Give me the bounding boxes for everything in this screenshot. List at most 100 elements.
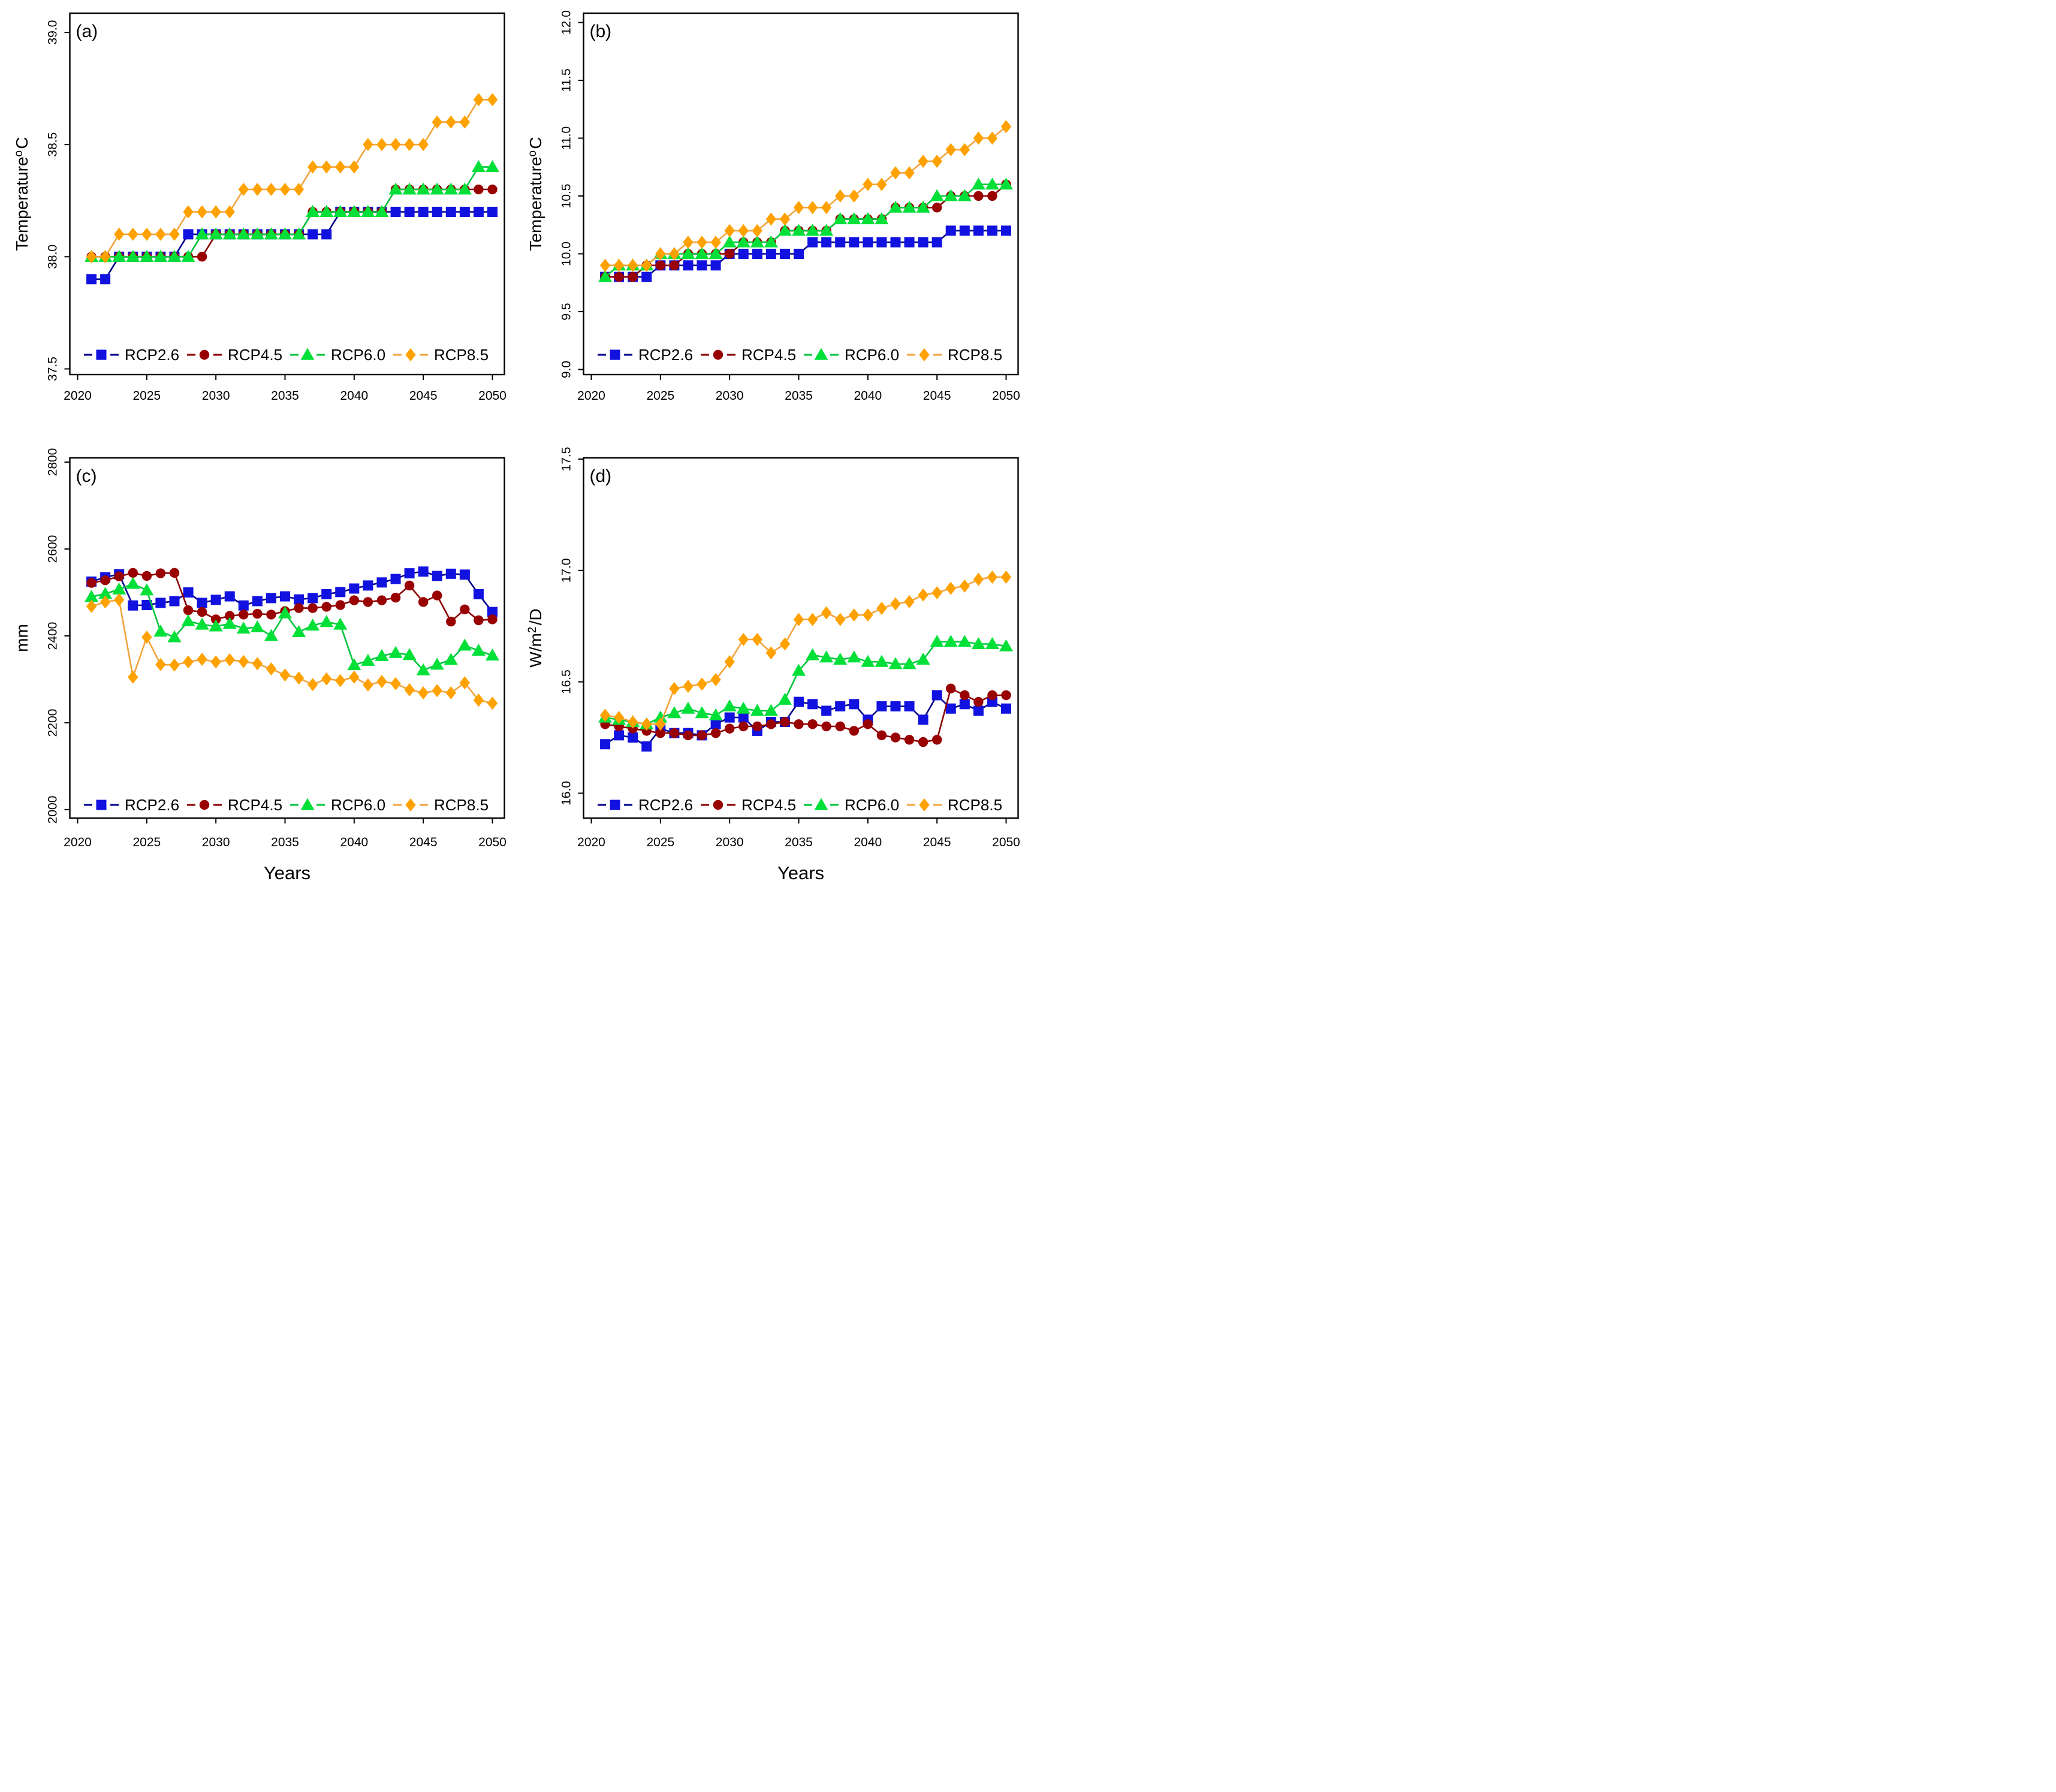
- marker-diamond: [155, 657, 166, 671]
- x-axis: 2020 2025 2030 2035 2040 2045 2050: [577, 375, 1020, 403]
- marker-diamond: [793, 201, 804, 215]
- marker-triangle: [112, 249, 126, 262]
- marker-diamond: [210, 205, 221, 219]
- marker-triangle: [306, 619, 320, 631]
- x-tick-label: 2045: [923, 389, 951, 403]
- marker-square: [959, 699, 970, 710]
- marker-circle: [738, 721, 749, 732]
- marker-circle: [628, 271, 638, 282]
- marker-diamond: [890, 166, 901, 180]
- marker-diamond: [959, 143, 970, 156]
- marker-square: [835, 701, 846, 712]
- marker-triangle: [695, 247, 709, 259]
- y-tick-label: 38.0: [46, 245, 60, 269]
- y-tick-label: 38.5: [46, 132, 60, 157]
- marker-square: [418, 206, 429, 217]
- legend-item-RCP6.0: RCP6.0: [290, 346, 385, 364]
- marker-square: [96, 800, 107, 810]
- marker-diamond: [459, 115, 471, 129]
- marker-circle: [114, 571, 124, 581]
- marker-triangle: [814, 348, 828, 360]
- marker-diamond: [252, 657, 263, 671]
- marker-triangle: [278, 227, 292, 240]
- panel-tag: (c): [76, 466, 97, 486]
- marker-circle: [713, 349, 723, 360]
- y-axis-title: Temperatureo C: [526, 137, 545, 251]
- series-RCP2.6: [86, 206, 498, 285]
- marker-diamond: [155, 227, 166, 241]
- marker-square: [807, 699, 818, 710]
- plot-border: [69, 12, 505, 376]
- legend-label: RCP4.5: [228, 796, 282, 814]
- y-axis: 39.0 38.5 38.0 37.5: [46, 20, 70, 381]
- marker-square: [697, 260, 707, 271]
- marker-triangle: [306, 204, 320, 217]
- marker-triangle: [957, 189, 972, 201]
- marker-diamond: [669, 247, 680, 261]
- marker-diamond: [266, 662, 277, 676]
- x-tick-label: 2050: [478, 389, 507, 403]
- marker-square: [904, 237, 915, 248]
- marker-triangle: [902, 200, 917, 213]
- marker-circle: [931, 203, 942, 213]
- marker-diamond: [114, 593, 125, 607]
- x-tick-label: 2040: [854, 389, 882, 403]
- marker-triangle: [292, 227, 306, 240]
- marker-circle: [335, 600, 345, 610]
- marker-square: [197, 598, 207, 608]
- y-tick-label: 2600: [46, 535, 60, 563]
- y-tick-label: 16.0: [560, 781, 574, 806]
- marker-triangle: [916, 653, 930, 665]
- marker-triangle: [361, 204, 375, 217]
- marker-triangle: [971, 636, 985, 649]
- marker-diamond: [945, 143, 956, 156]
- marker-circle: [474, 615, 484, 626]
- x-tick-label: 2040: [854, 835, 882, 849]
- legend-label: RCP6.0: [845, 796, 899, 814]
- marker-diamond: [973, 131, 984, 145]
- y-tick-label: 9.5: [560, 303, 574, 320]
- marker-triangle: [278, 606, 292, 619]
- marker-diamond: [918, 588, 928, 602]
- x-tick-label: 2040: [340, 835, 368, 849]
- marker-triangle: [347, 204, 361, 217]
- marker-diamond: [779, 637, 791, 651]
- marker-square: [335, 587, 346, 598]
- panel-tag: (a): [76, 22, 98, 41]
- marker-triangle: [264, 227, 278, 240]
- marker-diamond: [183, 655, 194, 669]
- marker-circle: [252, 608, 263, 619]
- marker-triangle: [902, 657, 917, 669]
- marker-triangle: [300, 798, 315, 810]
- marker-square: [487, 607, 498, 617]
- series-RCP8.5: [86, 93, 498, 264]
- marker-triangle: [681, 247, 695, 259]
- marker-diamond: [405, 798, 416, 811]
- legend-item-RCP6.0: RCP6.0: [290, 796, 385, 814]
- marker-circle: [987, 690, 997, 701]
- marker-diamond: [349, 160, 360, 174]
- y-axis-title: W/m2 /D: [526, 608, 545, 667]
- legend-label: RCP6.0: [331, 796, 385, 814]
- y-tick-label: 11.0: [560, 126, 574, 150]
- legend-label: RCP2.6: [638, 796, 693, 814]
- legend-item-RCP6.0: RCP6.0: [804, 796, 899, 814]
- marker-circle: [446, 616, 456, 627]
- marker-square: [308, 593, 318, 604]
- marker-triangle: [209, 227, 223, 240]
- marker-triangle: [333, 204, 348, 217]
- marker-diamond: [710, 236, 721, 249]
- legend-label: RCP8.5: [434, 796, 489, 814]
- marker-diamond: [238, 183, 249, 197]
- marker-triangle: [750, 704, 764, 716]
- series-RCP4.5: [86, 184, 498, 262]
- marker-triangle: [195, 617, 209, 630]
- marker-diamond: [849, 189, 860, 203]
- marker-diamond: [904, 595, 915, 608]
- marker-triangle: [667, 706, 682, 719]
- x-tick-label: 2050: [992, 835, 1020, 849]
- y-tick-label: 17.5: [560, 447, 574, 472]
- marker-diamond: [641, 258, 652, 272]
- marker-diamond: [765, 646, 777, 660]
- marker-diamond: [432, 115, 442, 129]
